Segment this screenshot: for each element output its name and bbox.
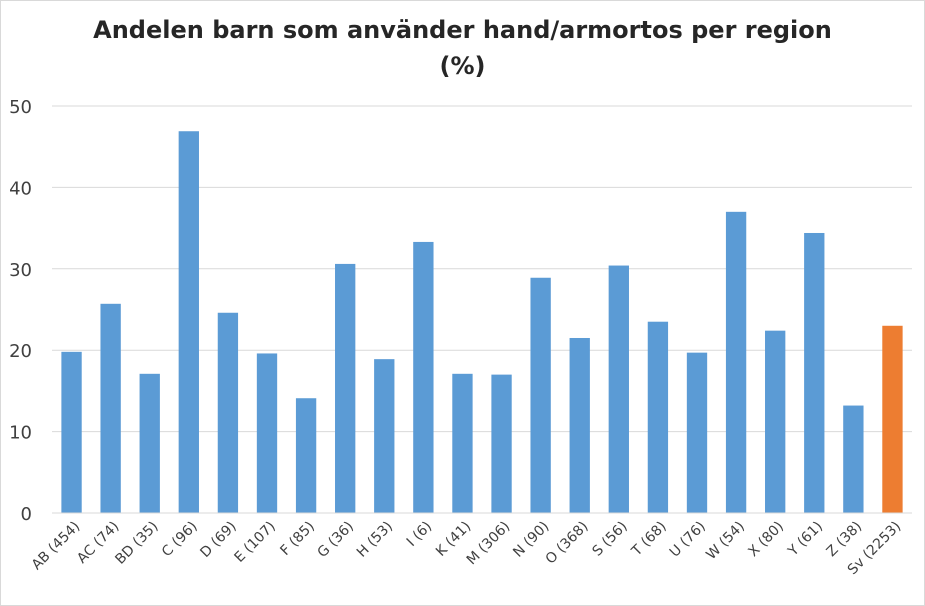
bar	[178, 131, 199, 513]
x-tick-label: U (76)	[667, 519, 709, 561]
x-tick-label: O (368)	[543, 519, 592, 568]
bar	[725, 211, 747, 513]
y-tick-label: 30	[9, 260, 32, 281]
bar	[843, 405, 864, 513]
x-tick-label: AB (454)	[29, 519, 84, 574]
x-tick-label: M (306)	[464, 519, 514, 569]
y-tick-label: 40	[9, 178, 32, 199]
bar	[530, 277, 551, 513]
bar	[804, 232, 825, 513]
chart-title: Andelen barn som använder hand/armortos …	[0, 12, 925, 84]
chart-title-line-2: (%)	[439, 52, 486, 80]
y-tick-label: 20	[9, 341, 32, 362]
bar	[335, 263, 356, 513]
x-tick-label: T (68)	[628, 519, 670, 561]
y-axis-tick-labels: 0 10 20 30 40 50	[9, 97, 32, 525]
bar	[608, 265, 629, 513]
y-tick-label: 0	[21, 504, 32, 525]
y-tick-label: 50	[9, 97, 32, 118]
bar	[100, 303, 121, 513]
x-tick-label: C (96)	[159, 519, 201, 561]
chart-title-line-1: Andelen barn som använder hand/armortos …	[93, 16, 832, 44]
x-tick-label: BD (35)	[112, 519, 161, 568]
x-tick-label: E (107)	[231, 519, 278, 566]
x-tick-label: S (56)	[590, 519, 631, 560]
bar	[647, 321, 669, 513]
x-tick-label: I (6)	[404, 519, 435, 550]
bar	[491, 374, 512, 513]
x-tick-label: Y (61)	[785, 519, 827, 561]
bar	[256, 353, 278, 513]
bar	[765, 330, 786, 513]
bar	[139, 373, 160, 513]
x-tick-label: H (53)	[354, 519, 396, 561]
bar	[295, 398, 317, 513]
x-tick-label: X (80)	[745, 519, 787, 561]
bar	[686, 352, 708, 513]
bar	[413, 241, 434, 514]
bar	[569, 337, 590, 513]
bar	[217, 312, 239, 513]
bar	[61, 351, 82, 513]
bar	[882, 325, 903, 513]
y-tick-label: 10	[9, 423, 32, 444]
bar	[374, 359, 395, 513]
bars	[61, 131, 903, 514]
x-tick-label: F (85)	[277, 519, 317, 559]
bar	[452, 373, 473, 513]
x-axis-category-labels: AB (454)AC (74)BD (35)C (96)D (69)E (107…	[29, 519, 905, 579]
x-tick-label: W (54)	[703, 519, 748, 564]
x-tick-label: G (36)	[315, 519, 357, 561]
